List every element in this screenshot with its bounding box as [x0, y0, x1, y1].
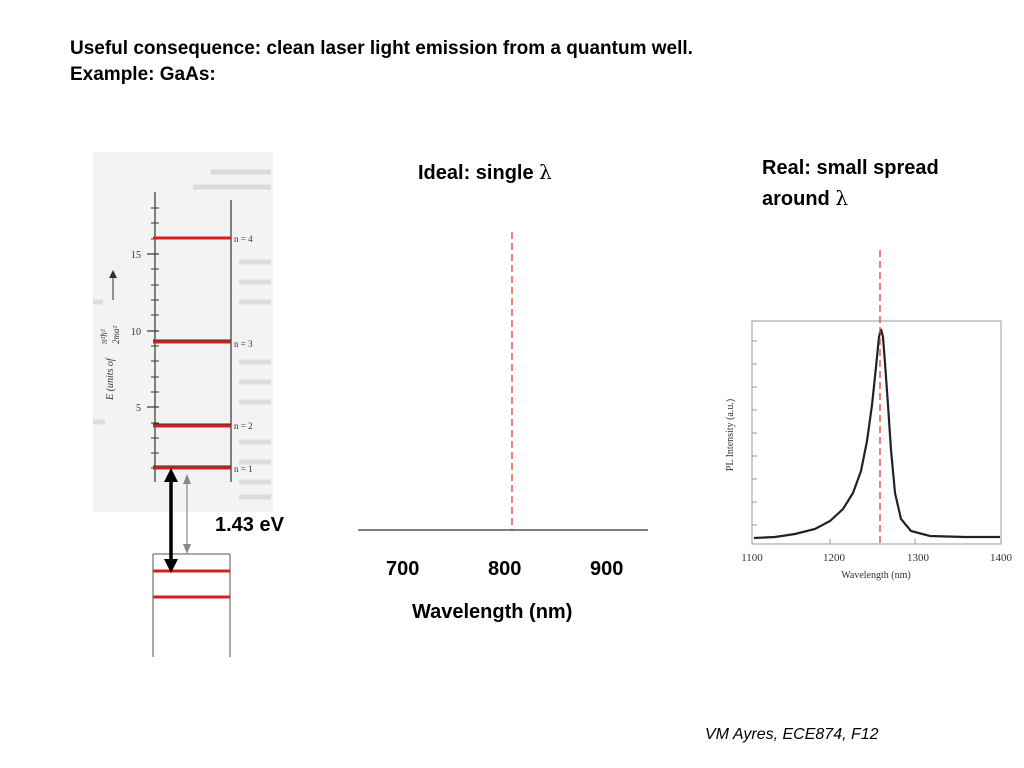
heading-line-1: Useful consequence: clean laser light em…	[70, 38, 693, 59]
level-label-n2: n = 2	[234, 421, 253, 431]
ideal-title-text: Ideal: single	[418, 162, 540, 184]
valence-band-box	[152, 553, 231, 657]
transition-arrow	[164, 468, 178, 573]
pl-spectrum-curve	[753, 328, 1000, 540]
pl-tick-1100: 1100	[741, 552, 763, 564]
energy-axis-label: E (units of	[105, 357, 116, 401]
ideal-xlabel: Wavelength (nm)	[412, 601, 573, 623]
ideal-title: Ideal: single λ	[418, 157, 552, 188]
energy-level-diagram: 15 10 5 E (units of π²ħ² 2ma² n = 1 n = …	[93, 152, 273, 657]
scan-texture	[93, 169, 271, 500]
pl-tick-1300: 1300	[907, 552, 930, 564]
ideal-tick-900: 900	[590, 558, 624, 580]
pl-y-ticks	[752, 340, 757, 526]
lambda-symbol: λ	[835, 186, 849, 210]
energy-tick-label-15: 15	[131, 250, 141, 261]
gap-arrow-thin	[183, 474, 191, 554]
ideal-spectrum-plot	[358, 232, 648, 531]
heading-line-2: Example: GaAs:	[70, 64, 216, 85]
pl-x-ticks	[829, 539, 916, 544]
pl-spectrum-plot: PL Intensity (a.u.) 1100 1200 1300 1400 …	[725, 250, 1013, 581]
footer-credit: VM Ayres, ECE874, F12	[705, 726, 879, 743]
pl-xlabel: Wavelength (nm)	[841, 570, 910, 581]
energy-tick-label-10: 10	[131, 327, 141, 338]
lambda-symbol: λ	[539, 160, 552, 184]
scan-background	[93, 152, 273, 512]
energy-minor-ticks	[151, 207, 159, 469]
energy-tick-label-5: 5	[136, 403, 141, 414]
band-gap-label: 1.43 eV	[215, 514, 284, 536]
level-label-n4: n = 4	[234, 234, 253, 244]
slide-heading: Useful consequence: clean laser light em…	[70, 36, 693, 88]
real-title-line-2: around λ	[762, 183, 939, 214]
level-label-n1: n = 1	[234, 464, 253, 474]
energy-axis-unit-numerator: π²ħ²	[99, 329, 109, 344]
energy-axis-unit-denominator: 2ma²	[111, 326, 121, 344]
pl-tick-1200: 1200	[823, 552, 846, 564]
ideal-tick-800: 800	[488, 558, 522, 580]
ideal-tick-700: 700	[386, 558, 420, 580]
real-title: Real: small spread around λ	[762, 153, 939, 214]
level-label-n3: n = 3	[234, 339, 253, 349]
real-title-line-2-text: around	[762, 188, 836, 210]
pl-tick-1400: 1400	[990, 552, 1013, 564]
energy-axis-arrow	[109, 270, 117, 300]
pl-ylabel: PL Intensity (a.u.)	[725, 399, 736, 471]
real-title-line-1: Real: small spread	[762, 157, 939, 179]
